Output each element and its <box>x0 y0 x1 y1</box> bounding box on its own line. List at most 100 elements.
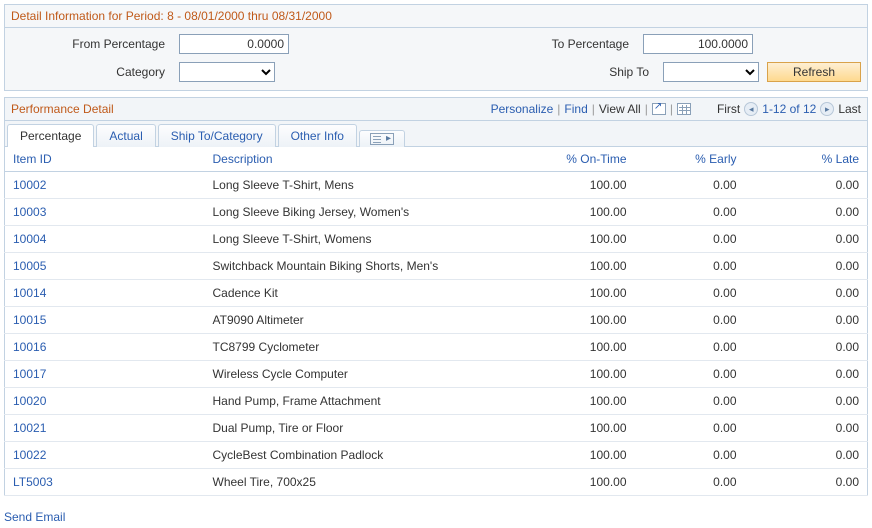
early-cell: 0.00 <box>635 307 745 334</box>
zoom-icon[interactable] <box>652 103 666 115</box>
late-cell: 0.00 <box>745 442 868 469</box>
ontime-cell: 100.00 <box>525 199 635 226</box>
separator: | <box>592 102 595 116</box>
late-cell: 0.00 <box>745 199 868 226</box>
item-id-cell[interactable]: 10021 <box>5 415 205 442</box>
late-cell: 0.00 <box>745 415 868 442</box>
table-row: 10022CycleBest Combination Padlock100.00… <box>5 442 868 469</box>
category-select[interactable] <box>179 62 275 82</box>
description-cell: Wheel Tire, 700x25 <box>205 469 525 496</box>
ontime-cell: 100.00 <box>525 226 635 253</box>
table-row: 10020Hand Pump, Frame Attachment100.00 0.… <box>5 388 868 415</box>
ontime-cell: 100.00 <box>525 388 635 415</box>
item-id-cell[interactable]: 10020 <box>5 388 205 415</box>
item-id-cell[interactable]: 10003 <box>5 199 205 226</box>
download-icon[interactable] <box>677 103 691 115</box>
tab-percentage[interactable]: Percentage <box>7 124 94 147</box>
table-row: 10014Cadence Kit100.000.000.00 <box>5 280 868 307</box>
table-row: 10005Switchback Mountain Biking Shorts, … <box>5 253 868 280</box>
col-item-id[interactable]: Item ID <box>5 147 205 172</box>
description-cell: Wireless Cycle Computer <box>205 361 525 388</box>
col-ontime[interactable]: % On-Time <box>525 147 635 172</box>
description-cell: Switchback Mountain Biking Shorts, Men's <box>205 253 525 280</box>
description-cell: Long Sleeve T-Shirt, Womens <box>205 226 525 253</box>
shipto-label: Ship To <box>555 65 655 79</box>
item-id-cell[interactable]: 10004 <box>5 226 205 253</box>
to-pct-input[interactable] <box>643 34 753 54</box>
data-table: Item ID Description % On-Time % Early % … <box>4 147 868 496</box>
item-id-cell[interactable]: 10016 <box>5 334 205 361</box>
find-link[interactable]: Find <box>564 102 587 116</box>
grid-tools: Personalize | Find | View All | | First … <box>491 102 861 116</box>
ontime-cell: 100.00 <box>525 307 635 334</box>
table-row: LT5003Wheel Tire, 700x25100.000.000.00 <box>5 469 868 496</box>
tab-actual[interactable]: Actual <box>96 124 155 147</box>
ontime-cell: 100.00 <box>525 280 635 307</box>
early-cell: 0.00 <box>635 361 745 388</box>
refresh-button[interactable]: Refresh <box>767 62 861 82</box>
description-cell: Long Sleeve T-Shirt, Mens <box>205 172 525 199</box>
table-header-row: Item ID Description % On-Time % Early % … <box>5 147 868 172</box>
show-all-columns-icon[interactable] <box>359 130 405 147</box>
send-email-link[interactable]: Send Email <box>4 510 65 524</box>
first-link[interactable]: First <box>717 102 740 116</box>
filter-row-1: From Percentage To Percentage <box>5 28 867 56</box>
description-cell: Hand Pump, Frame Attachment <box>205 388 525 415</box>
to-pct-label: To Percentage <box>535 37 635 51</box>
tabs-row: PercentageActualShip To/CategoryOther In… <box>4 121 868 147</box>
early-cell: 0.00 <box>635 226 745 253</box>
tab-other-info[interactable]: Other Info <box>278 124 357 147</box>
description-cell: TC8799 Cyclometer <box>205 334 525 361</box>
item-id-cell[interactable]: 10022 <box>5 442 205 469</box>
col-description[interactable]: Description <box>205 147 525 172</box>
late-cell: 0.00 <box>745 226 868 253</box>
late-cell: 0.00 <box>745 253 868 280</box>
separator: | <box>557 102 560 116</box>
grid-header-bar: Performance Detail Personalize | Find | … <box>4 97 868 121</box>
last-link[interactable]: Last <box>838 102 861 116</box>
table-body: 10002Long Sleeve T-Shirt, Mens100.000.00… <box>5 172 868 496</box>
next-arrow-icon[interactable]: ▸ <box>820 102 834 116</box>
panel-title: Detail Information for Period: 8 - 08/01… <box>5 5 867 28</box>
grid-wrap: Performance Detail Personalize | Find | … <box>4 97 868 496</box>
personalize-link[interactable]: Personalize <box>491 102 554 116</box>
table-row: 10003Long Sleeve Biking Jersey, Women's1… <box>5 199 868 226</box>
item-id-cell[interactable]: 10002 <box>5 172 205 199</box>
from-pct-label: From Percentage <box>11 37 171 51</box>
description-cell: Dual Pump, Tire or Floor <box>205 415 525 442</box>
item-id-cell[interactable]: 10014 <box>5 280 205 307</box>
late-cell: 0.00 <box>745 388 868 415</box>
ontime-cell: 100.00 <box>525 415 635 442</box>
prev-arrow-icon[interactable]: ◂ <box>744 102 758 116</box>
early-cell: 0.00 <box>635 172 745 199</box>
item-id-cell[interactable]: 10017 <box>5 361 205 388</box>
early-cell: 0.00 <box>635 469 745 496</box>
from-pct-input[interactable] <box>179 34 289 54</box>
early-cell: 0.00 <box>635 253 745 280</box>
table-row: 10017Wireless Cycle Computer100.000.000.… <box>5 361 868 388</box>
late-cell: 0.00 <box>745 334 868 361</box>
detail-panel: Detail Information for Period: 8 - 08/01… <box>4 4 868 91</box>
ontime-cell: 100.00 <box>525 172 635 199</box>
late-cell: 0.00 <box>745 469 868 496</box>
range-text: 1-12 of 12 <box>762 102 816 116</box>
ontime-cell: 100.00 <box>525 442 635 469</box>
grid-title: Performance Detail <box>11 102 114 116</box>
table-row: 10016TC8799 Cyclometer100.000.000.00 <box>5 334 868 361</box>
col-early[interactable]: % Early <box>635 147 745 172</box>
separator: | <box>670 102 673 116</box>
item-id-cell[interactable]: 10005 <box>5 253 205 280</box>
description-cell: AT9090 Altimeter <box>205 307 525 334</box>
early-cell: 0.00 <box>635 280 745 307</box>
item-id-cell[interactable]: 10015 <box>5 307 205 334</box>
tab-ship-to-category[interactable]: Ship To/Category <box>158 124 276 147</box>
view-all-link[interactable]: View All <box>599 102 641 116</box>
category-label: Category <box>11 65 171 79</box>
description-cell: Cadence Kit <box>205 280 525 307</box>
item-id-cell[interactable]: LT5003 <box>5 469 205 496</box>
late-cell: 0.00 <box>745 172 868 199</box>
late-cell: 0.00 <box>745 307 868 334</box>
ontime-cell: 100.00 <box>525 361 635 388</box>
col-late[interactable]: % Late <box>745 147 868 172</box>
shipto-select[interactable] <box>663 62 759 82</box>
